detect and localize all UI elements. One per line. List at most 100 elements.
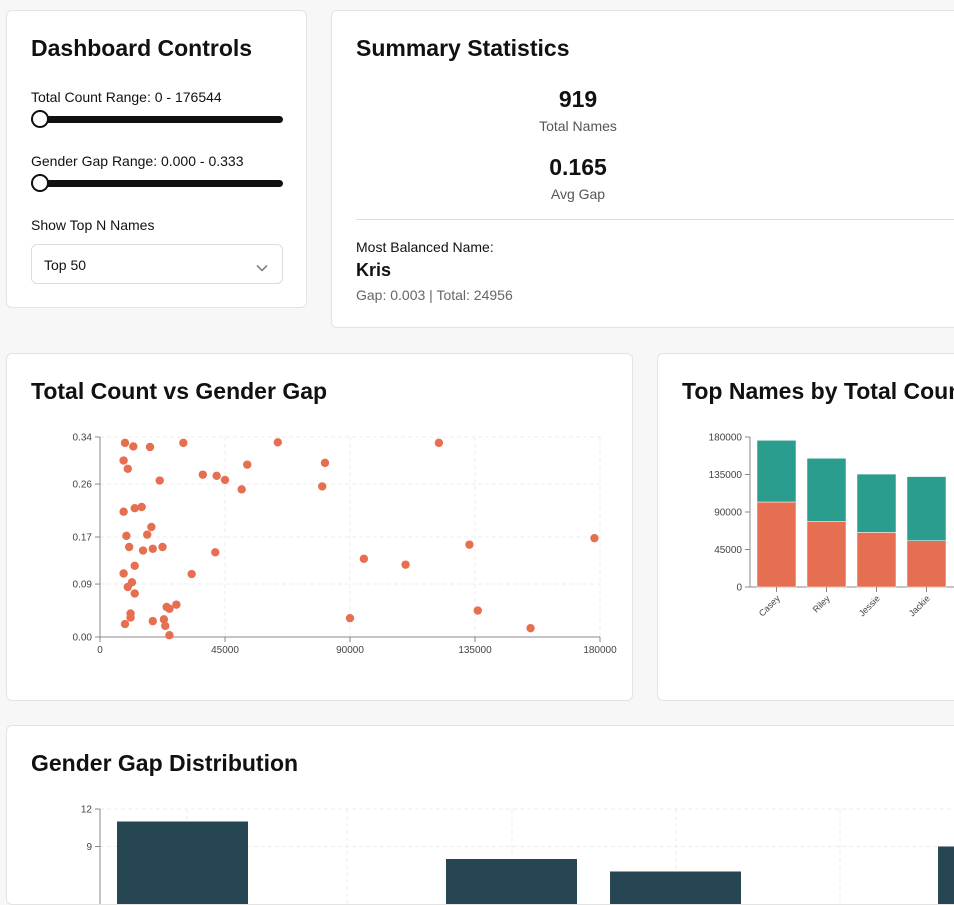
scatter-point[interactable]: [161, 622, 169, 630]
y-tick-label: 135000: [709, 470, 743, 481]
total-count-slider[interactable]: [31, 110, 283, 130]
scatter-point[interactable]: [274, 438, 282, 446]
scatter-point[interactable]: [149, 545, 157, 553]
scatter-point[interactable]: [243, 460, 251, 468]
bar-segment[interactable]: [807, 458, 846, 521]
y-tick-label: 180000: [709, 433, 743, 444]
scatter-point[interactable]: [131, 589, 139, 597]
y-tick-label: 0.17: [73, 533, 93, 544]
x-tick-label: Riley: [811, 593, 833, 615]
scatter-point[interactable]: [237, 485, 245, 493]
summary-title: Summary Statistics: [356, 35, 569, 62]
x-tick-label: 90000: [336, 645, 364, 656]
scatter-point[interactable]: [125, 543, 133, 551]
bar-segment[interactable]: [757, 440, 796, 502]
scatter-point[interactable]: [121, 620, 129, 628]
histogram-bar[interactable]: [610, 872, 741, 905]
x-tick-label: Jessie: [857, 593, 882, 618]
bar-segment[interactable]: [907, 477, 946, 541]
total-names-value: 919: [332, 86, 824, 113]
scatter-point[interactable]: [119, 456, 127, 464]
x-tick-label: 0: [97, 645, 103, 656]
scatter-point[interactable]: [124, 465, 132, 473]
scatter-point[interactable]: [146, 443, 154, 451]
scatter-point[interactable]: [526, 624, 534, 632]
top-n-select[interactable]: Top 50: [31, 244, 283, 284]
controls-title: Dashboard Controls: [31, 35, 252, 62]
slider-thumb[interactable]: [31, 110, 49, 128]
most-balanced-label: Most Balanced Name:: [356, 239, 494, 255]
bar-segment[interactable]: [857, 532, 896, 587]
y-tick-label: 9: [86, 842, 92, 853]
bar-segment[interactable]: [807, 522, 846, 587]
y-tick-label: 45000: [714, 545, 742, 556]
scatter-point[interactable]: [211, 548, 219, 556]
most-balanced-name: Kris: [356, 260, 391, 281]
scatter-point[interactable]: [212, 472, 220, 480]
x-tick-label: 180000: [583, 645, 617, 656]
total-count-range-label: Total Count Range: 0 - 176544: [31, 89, 222, 105]
scatter-point[interactable]: [221, 476, 229, 484]
scatter-point[interactable]: [187, 570, 195, 578]
bar-segment[interactable]: [857, 474, 896, 532]
x-tick-label: 45000: [211, 645, 239, 656]
scatter-point[interactable]: [165, 631, 173, 639]
scatter-point[interactable]: [435, 439, 443, 447]
scatter-point[interactable]: [119, 569, 127, 577]
y-tick-label: 0: [736, 583, 742, 594]
scatter-point[interactable]: [156, 476, 164, 484]
scatter-point[interactable]: [147, 523, 155, 531]
scatter-point[interactable]: [121, 439, 129, 447]
gender-gap-slider[interactable]: [31, 174, 283, 194]
histogram-bar[interactable]: [938, 847, 954, 905]
y-tick-label: 0.09: [73, 580, 93, 591]
scatter-point[interactable]: [131, 504, 139, 512]
most-balanced-detail: Gap: 0.003 | Total: 24956: [356, 287, 513, 303]
scatter-point[interactable]: [360, 555, 368, 563]
scatter-point[interactable]: [126, 613, 134, 621]
slider-thumb[interactable]: [31, 174, 49, 192]
scatter-point[interactable]: [165, 605, 173, 613]
y-tick-label: 90000: [714, 508, 742, 519]
scatter-point[interactable]: [124, 583, 132, 591]
avg-gap-value: 0.165: [332, 154, 824, 181]
scatter-point[interactable]: [149, 617, 157, 625]
top-n-label: Show Top N Names: [31, 217, 154, 233]
scatter-point[interactable]: [143, 530, 151, 538]
x-tick-label: Jackie: [907, 593, 932, 618]
bar-segment[interactable]: [757, 502, 796, 587]
scatter-point[interactable]: [129, 442, 137, 450]
scatter-point[interactable]: [346, 614, 354, 622]
histogram-bar[interactable]: [446, 859, 577, 905]
scatter-point[interactable]: [465, 540, 473, 548]
scatter-point[interactable]: [131, 562, 139, 570]
y-tick-label: 12: [81, 805, 93, 816]
scatter-point[interactable]: [122, 532, 130, 540]
most-balanced-gap: Gap: 0.003: [356, 287, 425, 303]
histogram-bar[interactable]: [117, 822, 248, 905]
y-tick-label: 0.26: [73, 480, 93, 491]
most-balanced-total: Total: 24956: [436, 287, 512, 303]
x-tick-label: Casey: [757, 593, 782, 618]
divider: [356, 219, 954, 220]
scatter-point[interactable]: [321, 459, 329, 467]
scatter-point[interactable]: [139, 546, 147, 554]
chevron-down-icon: [256, 259, 268, 277]
scatter-point[interactable]: [474, 606, 482, 614]
gender-gap-range-label: Gender Gap Range: 0.000 - 0.333: [31, 153, 243, 169]
gender-gap-histogram: 9 12: [7, 726, 954, 905]
detail-separator: |: [425, 287, 436, 303]
bar-segment[interactable]: [907, 541, 946, 587]
scatter-point[interactable]: [590, 534, 598, 542]
top-n-selected-value: Top 50: [44, 257, 86, 273]
scatter-point[interactable]: [179, 439, 187, 447]
scatter-point[interactable]: [401, 560, 409, 568]
scatter-point[interactable]: [199, 470, 207, 478]
scatter-point[interactable]: [318, 482, 326, 490]
scatter-point[interactable]: [119, 508, 127, 516]
scatter-point[interactable]: [158, 543, 166, 551]
summary-statistics-panel: Summary Statistics 919 Total Names 0.165…: [331, 10, 954, 328]
